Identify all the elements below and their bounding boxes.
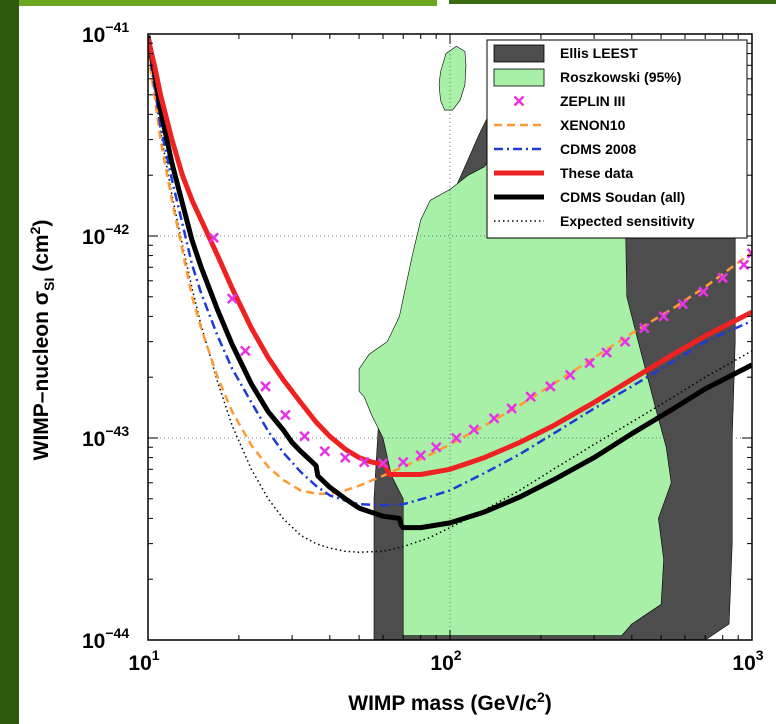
legend-label: CDMS Soudan (all) [560,189,685,205]
legend-label: Ellis LEEST [560,45,638,61]
grid-layer [148,34,752,640]
x-axis-label-text: WIMP mass (GeV/c [348,692,537,715]
marker-zeplin-iii [584,357,596,369]
marker-zeplin-iii [299,430,310,442]
marker-zeplin-iii [279,409,291,421]
marker-zeplin-iii [415,450,427,461]
x-tick-labels: 101 102 103 [128,647,763,675]
marker-zeplin-iii [638,322,650,334]
legend-label: ZEPLIN III [560,93,625,109]
marker-zeplin-iii [260,381,271,392]
marker-zeplin-iii [658,310,670,322]
marker-zeplin-iii [717,272,729,284]
legend-entry-cdms-2008: CDMS 2008 [494,141,636,157]
marker-zeplin-iii [358,456,370,468]
x-tick-label: 103 [732,647,763,675]
series-line-these-data [148,37,752,477]
y-axis-label-end: ) [30,220,53,227]
region-3 [438,45,467,111]
series-line-cdms-2008 [148,43,752,507]
series-line-xenon10 [148,53,752,495]
y-tick-label: 10−43 [82,423,129,451]
marker-zeplin-iii [697,286,709,298]
marker-zeplin-iii [564,369,576,381]
x-axis-label-sup: 2 [537,689,545,705]
marker-zeplin-iii [468,424,480,436]
y-axis-label-sup: 2 [27,226,43,234]
top-decor-band-right [449,0,776,4]
ticks-layer [147,34,752,641]
marker-zeplin-iii [619,336,631,348]
marker-zeplin-iii [506,403,518,414]
legend-entry-these-data: These data [494,165,633,181]
top-decor-band [19,0,437,6]
y-tick-labels: 10−41 10−42 10−43 10−44 [82,19,129,653]
x-axis-label-end: ) [545,692,552,715]
marker-zeplin-iii [377,457,389,469]
marker-zeplin-iii [545,381,556,392]
legend-swatch [493,68,545,87]
marker-zeplin-iii [319,445,331,457]
legend-swatch [493,44,545,63]
x-axis-label: WIMP mass (GeV/c2) [348,689,551,715]
marker-zeplin-iii [738,259,750,271]
legend: Ellis LEEST Roszkowski (95%) ZEPLIN III XEN… [486,39,748,239]
left-decor-band [0,0,19,724]
legend-label: Expected sensitivity [560,213,695,229]
marker-zeplin-iii [226,293,238,304]
legend-entry-roszkowski-95: Roszkowski (95%) [493,68,681,87]
legend-marker [513,95,525,107]
marker-zeplin-iii [208,232,220,244]
legend-entry-zeplin-iii: ZEPLIN III [513,93,625,109]
legend-label: XENON10 [560,117,626,133]
marker-zeplin-iii [677,298,689,310]
legend-label: Roszkowski (95%) [560,69,681,85]
marker-zeplin-iii [430,441,442,453]
x-tick-label: 102 [430,647,461,675]
marker-zeplin-iii [451,432,462,444]
marker-zeplin-iii [239,345,251,357]
y-tick-label: 10−42 [82,221,129,249]
legend-entry-cdms-soudan-all: CDMS Soudan (all) [494,189,685,205]
legend-entry-expected-sensitivity: Expected sensitivity [494,213,695,229]
series-line-cdms-soudan-all [148,35,752,531]
marker-zeplin-iii [525,391,537,403]
legend-label: CDMS 2008 [560,141,636,157]
marker-zeplin-iii [339,452,351,463]
y-tick-label: 10−44 [82,625,129,653]
y-axis-label-text: WIMP–nucleon σ [30,291,53,461]
y-axis-label-sub: SI [41,278,57,291]
legend-entry-xenon10: XENON10 [494,117,626,133]
marker-zeplin-iii [746,248,752,259]
x-tick-label: 101 [128,647,159,675]
marker-zeplin-iii [397,456,409,468]
y-tick-label: 10−41 [82,19,129,47]
legend-label: These data [560,165,633,181]
y-axis-label: WIMP–nucleon σSI (cm2) [27,220,57,461]
legend-entry-ellis-leest: Ellis LEEST [493,44,638,63]
marker-zeplin-iii [601,347,612,358]
marker-zeplin-iii [488,413,500,424]
series-layer [148,35,752,553]
y-axis-label-mid: (cm [30,234,53,277]
